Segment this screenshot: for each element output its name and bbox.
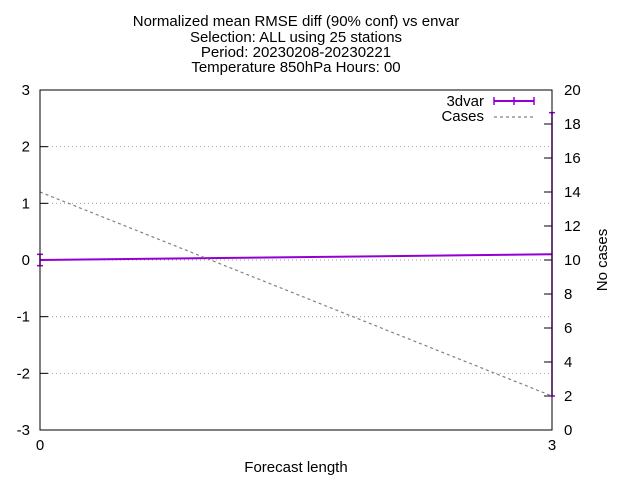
y2-tick-label-1: 2 [564, 388, 572, 405]
y-tick-label-3: 0 [22, 252, 30, 269]
y2-tick-label-5: 10 [564, 252, 581, 269]
y2-tick-label-0: 0 [564, 422, 572, 439]
chart-title-line-2: Selection: ALL using 25 stations [190, 29, 402, 46]
y-tick-label-1: -2 [17, 365, 30, 382]
y-tick-label-2: -1 [17, 309, 30, 326]
x-tick-label-0: 0 [36, 437, 44, 454]
chart-title-line-4: Temperature 850hPa Hours: 00 [191, 59, 400, 76]
y2-tick-label-3: 6 [564, 320, 572, 337]
y-tick-label-6: 3 [22, 82, 30, 99]
x-axis-label: Forecast length [244, 459, 347, 476]
y2-tick-label-10: 20 [564, 82, 581, 99]
x-tick-label-1: 3 [548, 437, 556, 454]
y-tick-label-4: 1 [22, 195, 30, 212]
legend: 3dvar Cases [441, 93, 535, 125]
series-line-3dvar [39, 253, 553, 261]
y2-tick-label-7: 14 [564, 184, 581, 201]
plot-frame [39, 89, 553, 431]
y2-tick-label-2: 4 [564, 354, 572, 371]
y2-axis-label: No cases [594, 229, 611, 292]
series-layer [37, 111, 555, 397]
chart-title-line-1: Normalized mean RMSE diff (90% conf) vs … [133, 13, 460, 30]
y-tick-label-5: 2 [22, 139, 30, 156]
legend-label-cases: Cases [441, 108, 484, 125]
y-tick-label-0: -3 [17, 422, 30, 439]
series-line-cases [39, 191, 553, 397]
grid-lines [40, 146, 552, 374]
chart-title-line-3: Period: 20230208-20230221 [201, 44, 391, 61]
y2-tick-label-8: 16 [564, 150, 581, 167]
y2-axis-ticks: 0 2 4 6 8 10 12 14 16 18 20 [544, 82, 581, 439]
y2-tick-label-4: 8 [564, 286, 572, 303]
y2-tick-label-6: 12 [564, 218, 581, 235]
legend-label-3dvar: 3dvar [446, 93, 484, 110]
y2-tick-label-9: 18 [564, 116, 581, 133]
